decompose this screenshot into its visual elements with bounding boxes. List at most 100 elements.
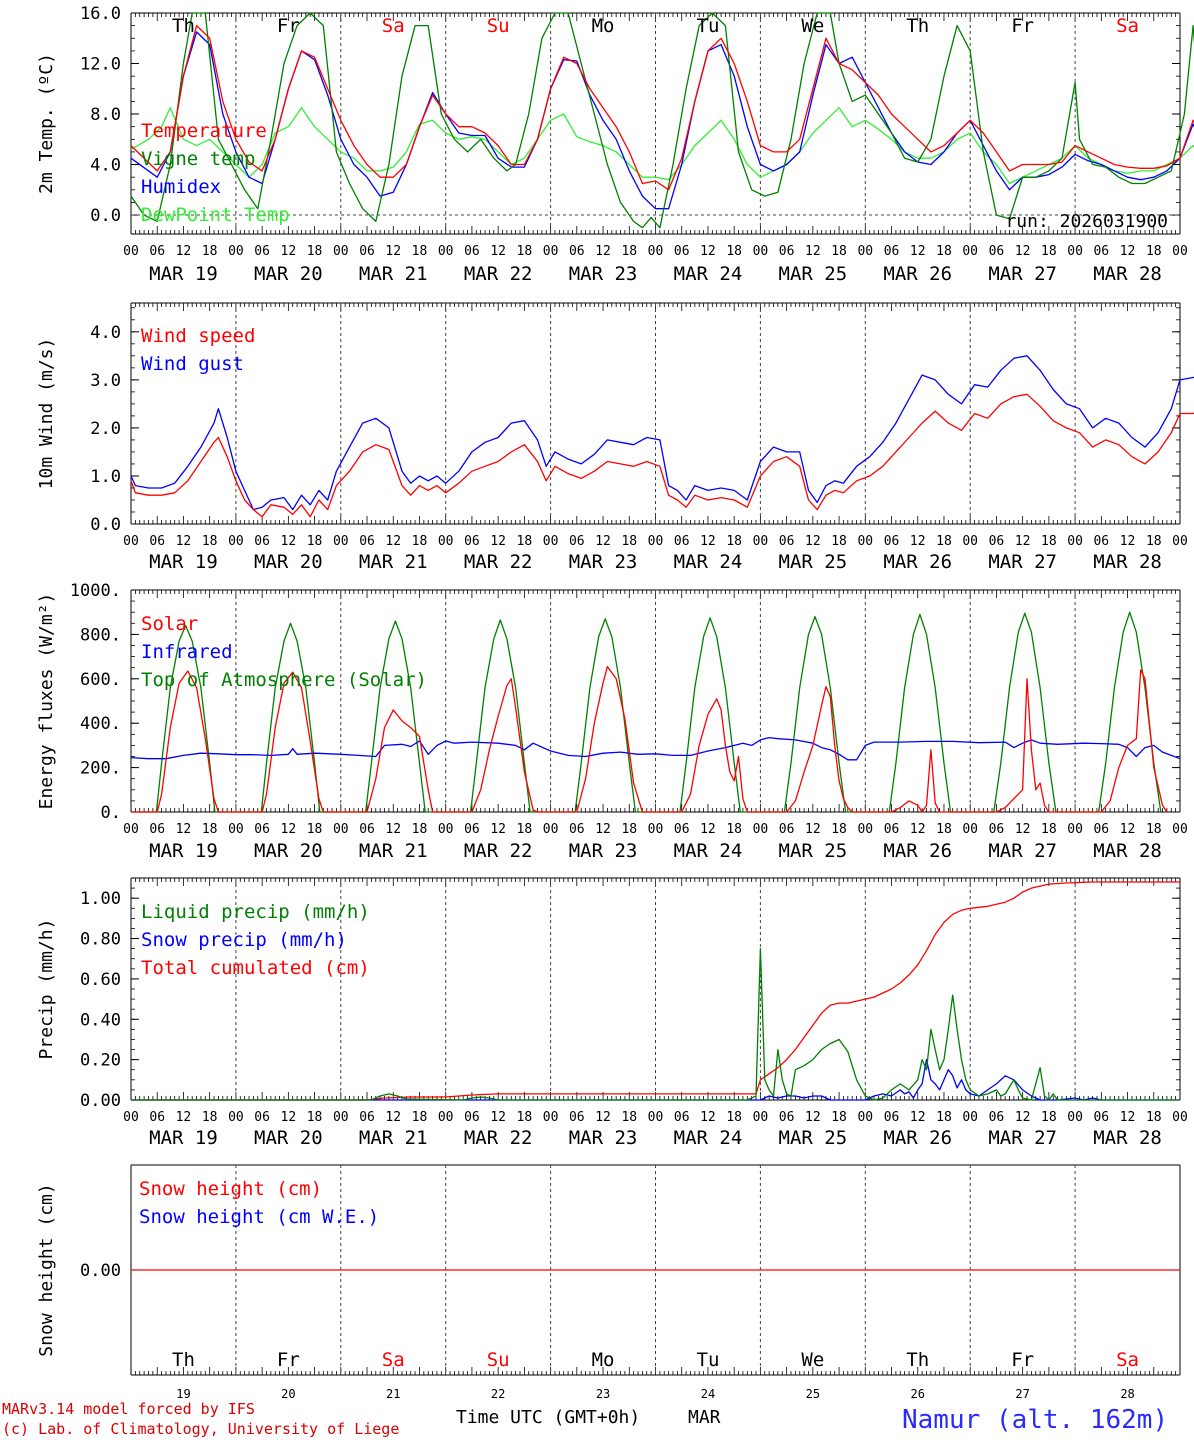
hour-tick-label: 18	[936, 244, 952, 259]
hour-tick-label: 00	[543, 822, 559, 837]
hour-tick-label: 00	[123, 1110, 139, 1125]
y-axis-label: 2m Temp. (ºC)	[36, 53, 57, 194]
hour-tick-label: 00	[228, 1110, 244, 1125]
legend-entry: Vigne temp	[141, 148, 255, 170]
hour-tick-label: 00	[753, 534, 769, 549]
hour-tick-label: 18	[936, 534, 952, 549]
hour-tick-label: 18	[1146, 534, 1162, 549]
hour-tick-label: 18	[1146, 1110, 1162, 1125]
hour-tick-label: 00	[648, 1110, 664, 1125]
y-axis-label: Precip (mm/h)	[36, 919, 57, 1060]
y-axis-label: 10m Wind (m/s)	[36, 338, 57, 490]
hour-tick-label: 00	[438, 534, 454, 549]
hour-tick-label: 00	[333, 1110, 349, 1125]
date-label: MAR 19	[149, 840, 218, 862]
hour-tick-label: 00	[333, 822, 349, 837]
day-number-label: 25	[806, 1387, 820, 1401]
hour-tick-label: 18	[831, 822, 847, 837]
hour-tick-label: 06	[359, 244, 375, 259]
hour-tick-label: 06	[569, 1110, 585, 1125]
weekday-label-top: Th	[906, 15, 929, 37]
hour-tick-label: 18	[202, 822, 218, 837]
series-line-vigne-temp	[130, 12, 1194, 229]
series-line-total-cumulated-cm	[131, 881, 1180, 1101]
hour-tick-label: 18	[517, 244, 533, 259]
date-label: MAR 25	[779, 1127, 848, 1149]
hour-tick-label: 12	[910, 1110, 926, 1125]
hour-tick-label: 00	[648, 244, 664, 259]
date-label: MAR 21	[359, 1127, 428, 1149]
hour-tick-label: 12	[805, 244, 821, 259]
hour-tick-label: 06	[1093, 534, 1109, 549]
date-label: MAR 23	[569, 551, 638, 573]
hour-tick-label: 00	[123, 534, 139, 549]
date-label: MAR 21	[359, 263, 428, 285]
legend-entry: Infrared	[141, 641, 233, 663]
hour-tick-label: 18	[517, 1110, 533, 1125]
hour-tick-label: 00	[1067, 822, 1083, 837]
hour-tick-label: 18	[202, 244, 218, 259]
hour-tick-label: 06	[254, 822, 270, 837]
hour-tick-label: 06	[149, 822, 165, 837]
panel-energy: 0. 200. 400. 600. 800. 1000. Energy fluxes (W/…	[36, 581, 1188, 862]
hour-tick-label: 18	[1041, 534, 1057, 549]
hour-tick-label: 12	[490, 822, 506, 837]
hour-tick-label: 00	[753, 822, 769, 837]
hour-tick-label: 06	[884, 822, 900, 837]
hour-tick-label: 18	[726, 534, 742, 549]
hour-tick-label: 06	[779, 822, 795, 837]
date-label: MAR 22	[464, 840, 533, 862]
legend-entry: Humidex	[141, 176, 221, 198]
y-tick-label: 0.0	[90, 515, 121, 535]
hour-tick-label: 00	[753, 244, 769, 259]
hour-tick-label: 00	[1067, 244, 1083, 259]
weekday-label-top: Fr	[277, 15, 300, 37]
hour-tick-label: 12	[1120, 244, 1136, 259]
hour-tick-label: 00	[543, 1110, 559, 1125]
hour-tick-label: 18	[202, 534, 218, 549]
hour-tick-label: 00	[857, 1110, 873, 1125]
date-label: MAR 23	[569, 840, 638, 862]
hour-tick-label: 06	[989, 534, 1005, 549]
hour-tick-label: 06	[149, 534, 165, 549]
hour-tick-label: 06	[1093, 244, 1109, 259]
hour-tick-label: 12	[385, 244, 401, 259]
y-tick-label: 0.00	[80, 1091, 121, 1111]
day-number-label: 20	[281, 1387, 295, 1401]
date-label: MAR 28	[1093, 551, 1162, 573]
hour-tick-label: 06	[254, 1110, 270, 1125]
hour-tick-label: 12	[805, 534, 821, 549]
y-tick-label: 0.80	[80, 930, 121, 950]
weekday-label-top: Sa	[382, 15, 405, 37]
date-label: MAR 26	[883, 551, 952, 573]
date-label: MAR 27	[988, 1127, 1057, 1149]
hour-tick-label: 06	[569, 244, 585, 259]
hour-tick-label: 06	[359, 1110, 375, 1125]
y-tick-label: 0.20	[80, 1051, 121, 1071]
hour-tick-label: 18	[936, 1110, 952, 1125]
hour-tick-label: 18	[621, 1110, 637, 1125]
hour-tick-label: 06	[779, 1110, 795, 1125]
hour-tick-label: 00	[1172, 822, 1188, 837]
series-line-solar	[131, 665, 1168, 813]
y-tick-label: 0.	[101, 803, 121, 823]
hour-tick-label: 06	[779, 534, 795, 549]
date-label: MAR 20	[254, 551, 323, 573]
hour-tick-label: 06	[464, 822, 480, 837]
hour-tick-label: 06	[569, 534, 585, 549]
hour-tick-label: 12	[910, 822, 926, 837]
model-credit: MARv3.14 model forced by IFS	[2, 1400, 255, 1418]
hour-tick-label: 18	[621, 534, 637, 549]
hour-tick-label: 06	[464, 244, 480, 259]
y-tick-label: 800.	[80, 625, 121, 645]
hour-tick-label: 12	[595, 822, 611, 837]
hour-tick-label: 00	[543, 534, 559, 549]
hour-tick-label: 18	[412, 1110, 428, 1125]
date-label: MAR 22	[464, 263, 533, 285]
hour-tick-label: 12	[1015, 822, 1031, 837]
hour-tick-label: 12	[490, 1110, 506, 1125]
hour-tick-label: 18	[936, 822, 952, 837]
hour-tick-label: 18	[517, 534, 533, 549]
hour-tick-label: 00	[438, 1110, 454, 1125]
